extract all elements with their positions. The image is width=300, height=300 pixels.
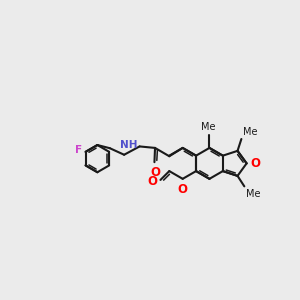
Text: O: O: [147, 175, 157, 188]
Text: O: O: [251, 157, 261, 170]
Text: Me: Me: [243, 127, 257, 137]
Text: Me: Me: [246, 189, 261, 199]
Text: F: F: [75, 145, 82, 155]
Text: NH: NH: [120, 140, 137, 150]
Text: O: O: [178, 183, 188, 196]
Text: O: O: [150, 166, 160, 179]
Text: Me: Me: [201, 122, 215, 132]
